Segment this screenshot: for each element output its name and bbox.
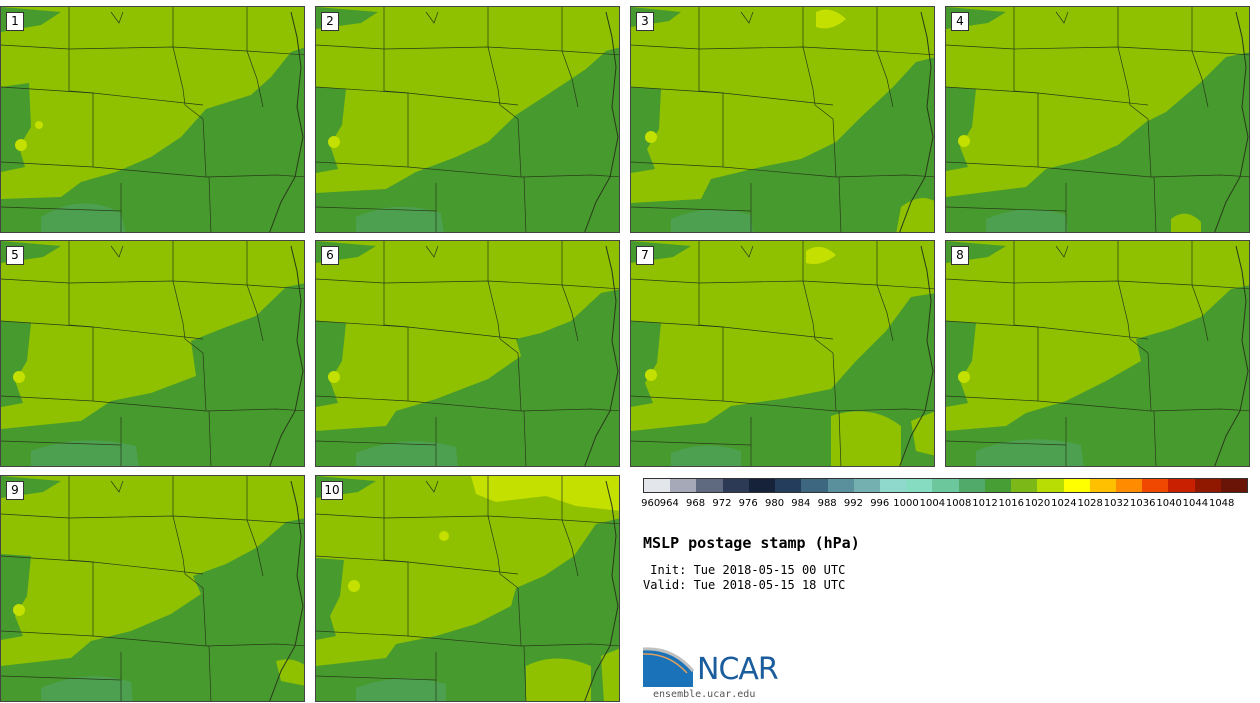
colorbar-tick-1000: 1000 [893, 498, 919, 509]
member-panel-5: 5 [0, 240, 305, 467]
colorbar [643, 478, 1248, 493]
member-panel-6: 6 [315, 240, 620, 467]
colorbar-tick-1040: 1040 [1156, 498, 1182, 509]
colorbar-tick-1036: 1036 [1130, 498, 1156, 509]
mslp-map-1 [1, 7, 304, 232]
mslp-map-3 [631, 7, 934, 232]
colorbar-segment-1024 [1063, 479, 1090, 492]
colorbar-segment-964 [670, 479, 697, 492]
colorbar-tick-labels: 960 964 968 972 976 980 984 988 992 996 1000 1004 10… [641, 498, 1248, 512]
colorbar-segment-996 [879, 479, 907, 492]
chart-title: MSLP postage stamp (hPa) [643, 534, 860, 552]
ensemble-url: ensemble.ucar.edu [653, 689, 756, 700]
colorbar-segment-1048 [1220, 479, 1248, 492]
colorbar-segment-1012 [984, 479, 1012, 492]
colorbar-segment-1040 [1168, 479, 1195, 492]
colorbar-segment-960 [644, 479, 671, 492]
colorbar-tick-976: 976 [738, 498, 758, 509]
colorbar-tick-1048: 1048 [1208, 498, 1235, 509]
colorbar-tick-1020: 1020 [1024, 498, 1051, 509]
member-label: 10 [321, 481, 343, 500]
colorbar-segment-976 [748, 479, 776, 492]
colorbar-segment-1020 [1037, 479, 1064, 492]
colorbar-segment-968 [696, 479, 723, 492]
colorbar-segment-992 [853, 479, 880, 492]
colorbar-tick-1008: 1008 [945, 498, 972, 509]
mslp-map-10 [316, 476, 619, 701]
member-label: 8 [951, 246, 969, 265]
member-panel-4: 4 [945, 6, 1250, 233]
colorbar-segment-988 [827, 479, 854, 492]
mslp-map-2 [316, 7, 619, 232]
colorbar-tick-1032: 1032 [1103, 498, 1130, 509]
colorbar-tick-964: 964 [659, 498, 679, 509]
mslp-map-9 [1, 476, 304, 701]
low-pressure-field [1, 47, 304, 232]
colorbar-segment-1044 [1194, 479, 1221, 492]
mslp-map-7 [631, 241, 934, 466]
colorbar-tick-980: 980 [764, 498, 785, 509]
colorbar-segment-1028 [1089, 479, 1116, 492]
colorbar-segment-1004 [932, 479, 959, 492]
colorbar-tick-1012: 1012 [972, 498, 998, 509]
member-label: 3 [636, 12, 654, 31]
colorbar-tick-1004: 1004 [919, 498, 946, 509]
member-label: 9 [6, 481, 24, 500]
colorbar-segment-984 [801, 479, 828, 492]
member-panel-1: 1 [0, 6, 305, 233]
colorbar-tick-984: 984 [791, 498, 811, 509]
colorbar-tick-1024: 1024 [1051, 498, 1077, 509]
member-label: 5 [6, 246, 24, 265]
colorbar-tick-972: 972 [712, 498, 732, 509]
member-label: 2 [321, 12, 339, 31]
colorbar-tick-992: 992 [843, 498, 863, 509]
member-label: 6 [321, 246, 339, 265]
mslp-map-4 [946, 7, 1249, 232]
member-panel-2: 2 [315, 6, 620, 233]
colorbar-tick-968: 968 [686, 498, 706, 509]
mslp-map-8 [946, 241, 1249, 466]
colorbar-segment-1008 [958, 479, 985, 492]
ncar-logo-icon [643, 647, 695, 687]
colorbar-tick-996: 996 [870, 498, 890, 509]
member-label: 7 [636, 246, 654, 265]
colorbar-segment-972 [722, 479, 749, 492]
forecast-times: Init: Tue 2018-05-15 00 UTC Valid: Tue 2… [643, 563, 845, 593]
member-panel-9: 9 [0, 475, 305, 702]
colorbar-segment-1032 [1115, 479, 1143, 492]
member-panel-10: 10 [315, 475, 620, 702]
init-time: Init: Tue 2018-05-15 00 UTC [643, 563, 846, 577]
colorbar-segment-1000 [906, 479, 933, 492]
mslp-map-6 [316, 241, 619, 466]
ncar-logo-text: NCAR [697, 652, 779, 687]
colorbar-tick-988: 988 [817, 498, 837, 509]
member-panel-8: 8 [945, 240, 1250, 467]
colorbar-tick-960: 960 [641, 498, 661, 509]
member-panel-7: 7 [630, 240, 935, 467]
member-label: 4 [951, 12, 969, 31]
colorbar-segment-1016 [1011, 479, 1038, 492]
valid-time: Valid: Tue 2018-05-15 18 UTC [643, 578, 846, 592]
colorbar-segment-1036 [1142, 479, 1169, 492]
member-panel-3: 3 [630, 6, 935, 233]
colorbar-tick-1044: 1044 [1182, 498, 1209, 509]
mslp-map-5 [1, 241, 304, 466]
colorbar-segment-980 [775, 479, 802, 492]
member-label: 1 [6, 12, 24, 31]
colorbar-tick-1028: 1028 [1077, 498, 1103, 509]
colorbar-tick-1016: 1016 [998, 498, 1024, 509]
